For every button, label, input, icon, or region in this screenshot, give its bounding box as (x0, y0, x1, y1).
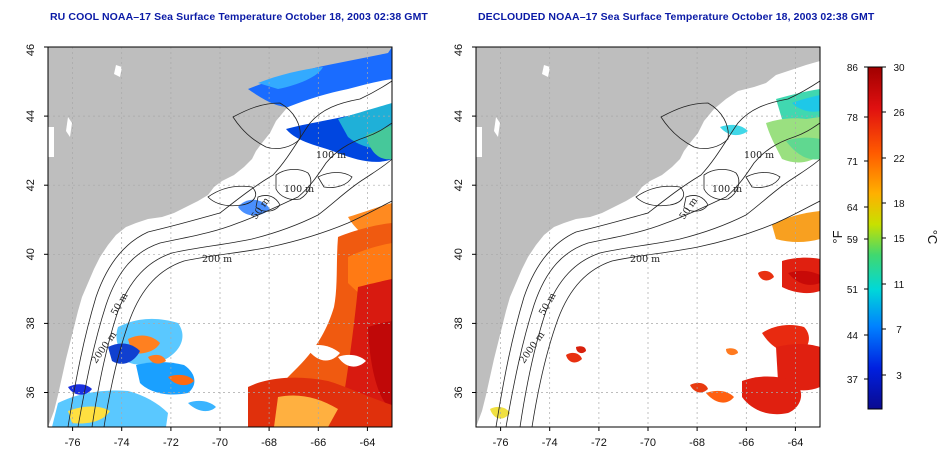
colorbar-celsius-unit: °C (925, 230, 940, 245)
colorbar-gradient (867, 66, 883, 410)
colorbar-fahrenheit-tick: 64 (847, 203, 859, 214)
lon-tick-right: -76 (493, 437, 509, 449)
lat-tick-right: 36 (453, 386, 465, 398)
lat-tick-right: 46 (453, 44, 465, 56)
lon-tick-right: -70 (640, 437, 656, 449)
colorbar-fahrenheit-tick: 44 (847, 331, 859, 342)
lon-tick-left: -64 (359, 437, 375, 449)
lon-tick-left: -70 (212, 437, 228, 449)
contour-label-100m-b: 100 m (284, 184, 314, 195)
map-title-left: RU COOL NOAA–17 Sea Surface Temperature … (50, 11, 428, 23)
colorbar-fahrenheit-tick: 71 (847, 157, 859, 168)
map-title-right: DECLOUDED NOAA–17 Sea Surface Temperatur… (478, 11, 875, 23)
lon-tick-right: -72 (591, 437, 607, 449)
colorbar-fahrenheit-unit: °F (830, 230, 845, 243)
lon-tick-left: -68 (261, 437, 277, 449)
lat-tick-left: 40 (25, 248, 37, 260)
colorbar: 86 78 71 64 59 51 44 37 30 26 22 18 15 1… (830, 63, 940, 410)
contour-label-200m: 200 m (202, 254, 232, 265)
lat-tick-left: 42 (25, 179, 37, 191)
lat-tick-left: 46 (25, 44, 37, 56)
map-right: 100 m 100 m 50 m 200 m 50 m 2000 m -76 -… (453, 44, 821, 449)
contour-label-100m-a: 100 m (316, 150, 346, 161)
colorbar-celsius-tick: 11 (894, 280, 905, 291)
colorbar-celsius-tick: 3 (896, 371, 902, 382)
lat-tick-left: 38 (25, 317, 37, 329)
lat-tick-left: 44 (25, 110, 37, 122)
lon-tick-left: -76 (65, 437, 81, 449)
colorbar-celsius-tick: 15 (893, 234, 905, 245)
colorbar-celsius-tick: 26 (893, 108, 905, 119)
colorbar-celsius-tick: 18 (893, 199, 905, 210)
sst-data-right (490, 89, 820, 419)
colorbar-celsius-tick: 22 (893, 154, 905, 165)
map-left: 100 m 100 m 50 m 200 m 50 m 2000 m -76 -… (25, 44, 393, 449)
lon-tick-right: -74 (542, 437, 558, 449)
colorbar-celsius-tick: 30 (893, 63, 905, 74)
colorbar-celsius-tick: 7 (896, 325, 902, 336)
colorbar-fahrenheit-tick: 78 (847, 113, 859, 124)
lon-tick-right: -68 (689, 437, 705, 449)
lon-tick-left: -66 (310, 437, 326, 449)
colorbar-fahrenheit-tick: 51 (847, 285, 859, 296)
lat-tick-right: 40 (453, 248, 465, 260)
colorbar-fahrenheit-tick: 59 (847, 235, 859, 246)
lat-tick-right: 44 (453, 110, 465, 122)
contour-label-100m-b: 100 m (712, 184, 742, 195)
lat-tick-right: 42 (453, 179, 465, 191)
lon-tick-left: -74 (114, 437, 130, 449)
contour-label-200m: 200 m (630, 254, 660, 265)
lat-tick-right: 38 (453, 317, 465, 329)
colorbar-fahrenheit-tick: 37 (847, 375, 859, 386)
lon-tick-right: -64 (787, 437, 803, 449)
lat-tick-left: 36 (25, 386, 37, 398)
colorbar-fahrenheit-tick: 86 (847, 63, 859, 74)
contour-label-100m-a: 100 m (744, 150, 774, 161)
lon-tick-right: -66 (738, 437, 754, 449)
lon-tick-left: -72 (163, 437, 179, 449)
